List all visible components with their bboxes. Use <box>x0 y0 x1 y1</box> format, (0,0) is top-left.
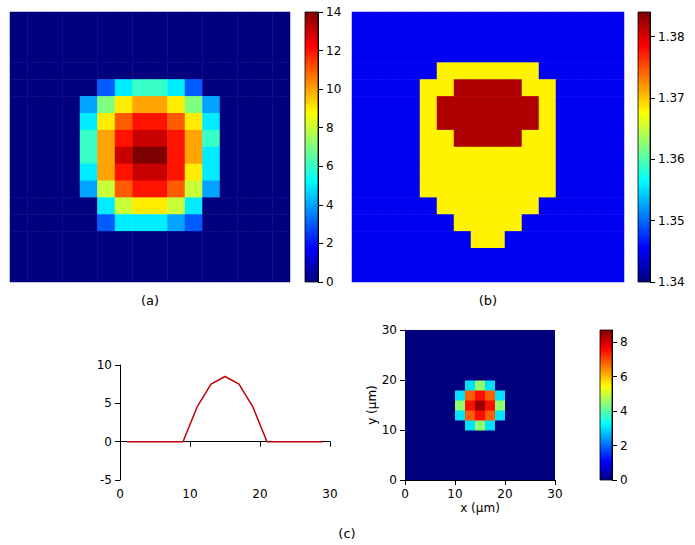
svg-text:12: 12 <box>326 44 341 58</box>
svg-text:8: 8 <box>620 335 628 349</box>
svg-text:0: 0 <box>116 487 124 501</box>
svg-text:y (μm): y (μm) <box>365 385 379 425</box>
svg-text:14: 14 <box>326 5 341 19</box>
svg-text:30: 30 <box>322 487 337 501</box>
svg-text:2: 2 <box>326 236 334 250</box>
svg-text:0: 0 <box>620 473 628 487</box>
svg-text:(c): (c) <box>338 526 355 541</box>
svg-text:2: 2 <box>620 439 628 453</box>
svg-text:0: 0 <box>104 435 112 449</box>
svg-text:4: 4 <box>620 404 628 418</box>
svg-text:-5: -5 <box>100 473 112 487</box>
svg-text:1.35: 1.35 <box>658 214 685 228</box>
svg-text:10: 10 <box>447 487 462 501</box>
svg-text:1.34: 1.34 <box>658 275 685 289</box>
svg-text:(a): (a) <box>141 293 159 308</box>
svg-text:(b): (b) <box>479 293 497 308</box>
svg-text:1.38: 1.38 <box>658 30 685 44</box>
svg-text:30: 30 <box>547 487 562 501</box>
svg-text:1.36: 1.36 <box>658 152 685 166</box>
svg-text:5: 5 <box>104 396 112 410</box>
svg-text:0: 0 <box>389 473 397 487</box>
svg-text:6: 6 <box>620 370 628 384</box>
svg-text:20: 20 <box>497 487 512 501</box>
svg-text:0: 0 <box>326 275 334 289</box>
svg-text:10: 10 <box>182 487 197 501</box>
svg-text:1.37: 1.37 <box>658 91 685 105</box>
svg-text:20: 20 <box>382 373 397 387</box>
svg-text:20: 20 <box>252 487 267 501</box>
svg-text:10: 10 <box>326 82 341 96</box>
svg-text:6: 6 <box>326 159 334 173</box>
svg-text:8: 8 <box>326 121 334 135</box>
svg-text:x (μm): x (μm) <box>460 501 500 515</box>
svg-text:10: 10 <box>382 423 397 437</box>
svg-text:0: 0 <box>401 487 409 501</box>
svg-text:4: 4 <box>326 198 334 212</box>
svg-text:30: 30 <box>382 323 397 337</box>
svg-text:10: 10 <box>97 358 112 372</box>
